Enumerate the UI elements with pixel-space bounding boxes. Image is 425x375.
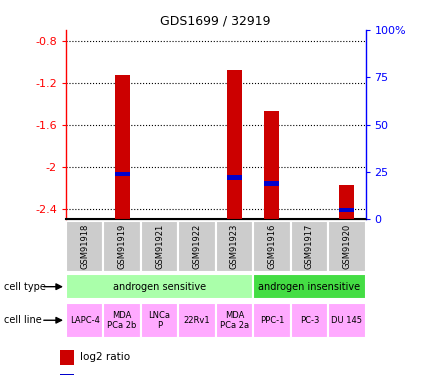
- Text: cell line: cell line: [4, 315, 42, 325]
- Bar: [103, 303, 141, 338]
- Text: GSM91922: GSM91922: [193, 224, 201, 269]
- Bar: [178, 221, 215, 272]
- Text: GSM91916: GSM91916: [267, 224, 276, 269]
- Text: PC-3: PC-3: [300, 316, 319, 325]
- Text: MDA
PCa 2a: MDA PCa 2a: [220, 310, 249, 330]
- Text: LAPC-4: LAPC-4: [70, 316, 99, 325]
- Bar: [227, 70, 242, 219]
- Text: MDA
PCa 2b: MDA PCa 2b: [108, 310, 137, 330]
- Text: 22Rv1: 22Rv1: [184, 316, 210, 325]
- Bar: [215, 221, 253, 272]
- Text: PPC-1: PPC-1: [260, 316, 284, 325]
- Bar: [264, 111, 279, 219]
- Bar: [339, 184, 354, 219]
- Bar: [141, 221, 178, 272]
- Bar: [253, 303, 291, 338]
- Bar: [227, 176, 242, 180]
- Text: GSM91918: GSM91918: [80, 224, 89, 269]
- Bar: [253, 274, 366, 299]
- Bar: [215, 303, 253, 338]
- Bar: [115, 75, 130, 219]
- Bar: [66, 221, 103, 272]
- Text: log2 ratio: log2 ratio: [80, 352, 130, 362]
- Bar: [60, 350, 74, 364]
- Text: androgen sensitive: androgen sensitive: [113, 282, 206, 292]
- Bar: [291, 303, 328, 338]
- Bar: [115, 171, 130, 176]
- Bar: [264, 181, 279, 186]
- Bar: [253, 221, 291, 272]
- Bar: [66, 274, 253, 299]
- Bar: [291, 221, 328, 272]
- Text: androgen insensitive: androgen insensitive: [258, 282, 360, 292]
- Text: GSM91920: GSM91920: [342, 224, 351, 269]
- Bar: [328, 303, 366, 338]
- Text: GSM91923: GSM91923: [230, 224, 239, 269]
- Bar: [328, 221, 366, 272]
- Bar: [141, 303, 178, 338]
- Text: GSM91921: GSM91921: [155, 224, 164, 269]
- Bar: [103, 221, 141, 272]
- Text: cell type: cell type: [4, 282, 46, 292]
- Text: LNCa
P: LNCa P: [148, 310, 170, 330]
- Text: GSM91919: GSM91919: [118, 224, 127, 269]
- Bar: [60, 374, 74, 375]
- Bar: [339, 207, 354, 212]
- Text: DU 145: DU 145: [331, 316, 362, 325]
- Title: GDS1699 / 32919: GDS1699 / 32919: [160, 15, 271, 27]
- Bar: [178, 303, 215, 338]
- Bar: [66, 303, 103, 338]
- Text: GSM91917: GSM91917: [305, 224, 314, 269]
